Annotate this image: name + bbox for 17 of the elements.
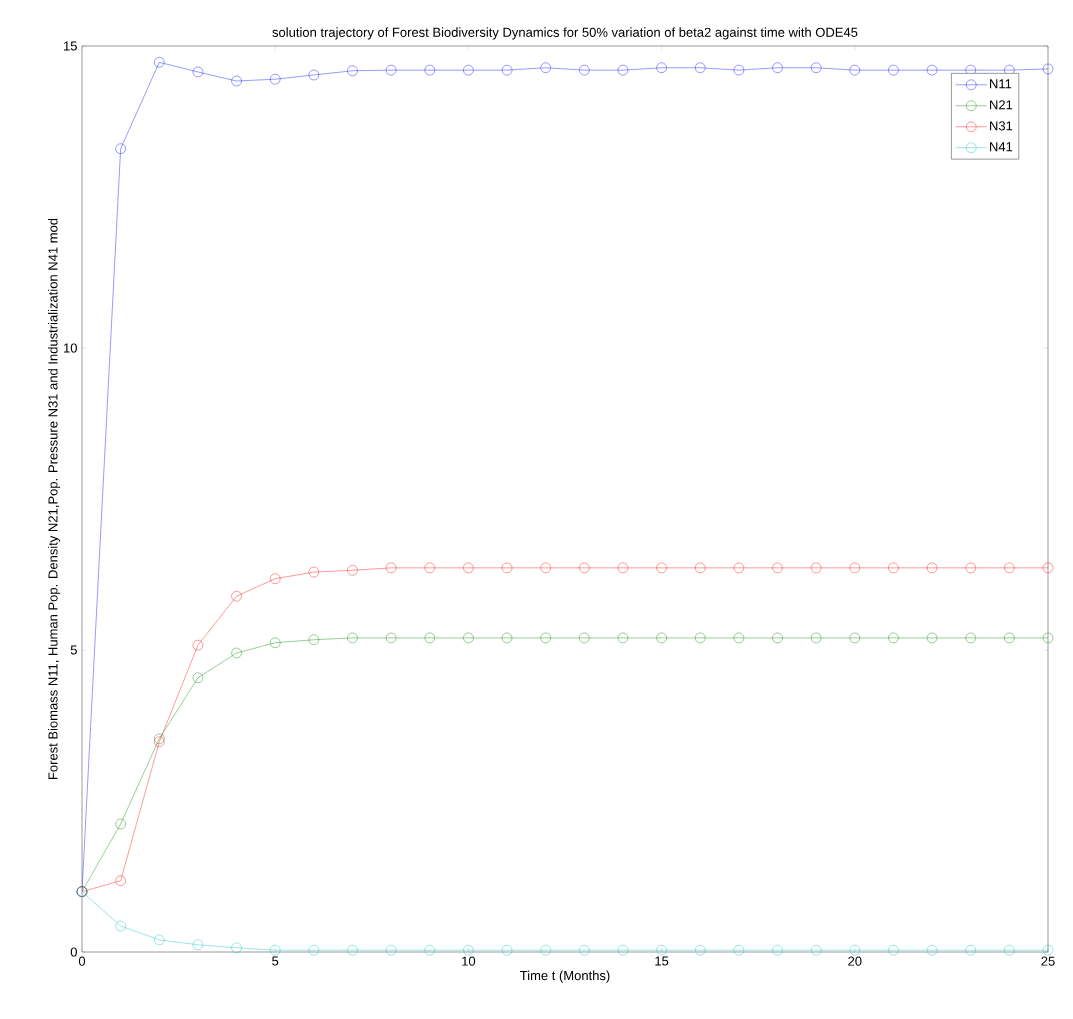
y-tick-label: 15	[63, 41, 77, 51]
x-tick-label: 15	[655, 956, 669, 966]
x-tick-label: 0	[78, 956, 86, 966]
y-axis-title: Forest Biomass N11, Human Pop. Density N21,Pop. Pressure N31 and Industrialization N41 mod	[48, 218, 61, 780]
y-tick-label: 5	[70, 645, 77, 655]
legend-label: N21	[990, 100, 1013, 110]
x-tick-label: 5	[272, 956, 279, 966]
legend-label: N41	[990, 142, 1013, 152]
legend-label: N31	[990, 121, 1013, 131]
x-tick-label: 10	[462, 956, 476, 966]
legend-label: N11	[990, 79, 1012, 89]
x-axis-title: Time t (Months)	[520, 970, 610, 983]
chart-title: solution trajectory of Forest Biodiversity Dynamics for 50% variation of beta2 against time with ODE45	[272, 27, 858, 40]
y-tick-label: 0	[70, 947, 77, 957]
x-tick-label: 25	[1041, 956, 1055, 966]
x-tick-label: 20	[848, 956, 862, 966]
y-tick-label: 10	[63, 343, 77, 353]
